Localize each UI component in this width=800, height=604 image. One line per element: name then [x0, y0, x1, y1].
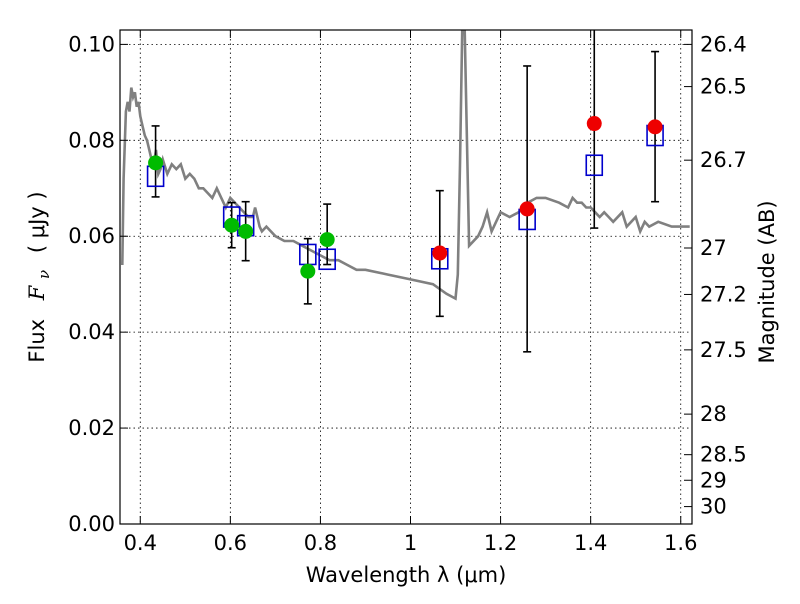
- right-tick-label: 28.5: [700, 443, 747, 467]
- x-tick-label: 1: [404, 531, 417, 555]
- y-axis-title-prefix: Flux: [25, 319, 49, 363]
- x-tick-label: 1.4: [574, 531, 607, 555]
- right-tick-label: 30: [700, 495, 727, 519]
- observed-flux-point: [224, 217, 240, 233]
- y-tick-label: 0.00: [68, 512, 115, 536]
- observed-flux-point: [148, 155, 164, 171]
- x-axis-title: Wavelength λ (μm): [306, 563, 507, 587]
- y-tick-label: 0.06: [68, 224, 115, 248]
- observed-flux-point: [319, 232, 335, 248]
- x-tick-label: 1.6: [664, 531, 697, 555]
- right-tick-label: 27.2: [700, 282, 747, 306]
- plot-frame: [119, 29, 693, 525]
- ticks: [120, 30, 692, 525]
- grid: [120, 30, 692, 524]
- model-spectrum: [121, 30, 690, 301]
- y-tick-label: 0.04: [68, 320, 115, 344]
- observed-flux-point: [300, 263, 316, 279]
- model-spectrum-line: [121, 30, 690, 301]
- observed-flux-point: [238, 223, 254, 239]
- model-photometry-square: [318, 248, 336, 271]
- y-axis-title-symbol: F: [25, 284, 49, 301]
- right-tick-label: 26.5: [700, 75, 747, 99]
- right-tick-label: 27.5: [700, 338, 747, 362]
- model-photometry-square: [585, 154, 604, 177]
- right-tick-label: 26.4: [700, 32, 747, 56]
- error-bars: [151, 30, 660, 353]
- y-tick-label: 0.08: [68, 128, 115, 152]
- x-tick-label: 0.6: [214, 531, 247, 555]
- right-tick-label: 29: [700, 468, 727, 492]
- data-points: [146, 116, 664, 279]
- y-axis-title-unit: ( μJy ): [25, 191, 49, 253]
- tick-labels: 0.4 0.6 0.8 1 1.2 1.4 1.6 0.00 0.02 0.04 0.06 0.08 0…: [68, 32, 747, 555]
- right-axis-title: Magnitude (AB): [755, 200, 779, 363]
- x-tick-label: 1.2: [484, 531, 517, 555]
- observed-flux-point: [647, 119, 663, 135]
- y-tick-label: 0.10: [68, 32, 115, 56]
- right-tick-label: 26.7: [700, 148, 747, 172]
- observed-flux-point: [586, 116, 602, 132]
- observed-flux-point: [519, 201, 535, 217]
- y-axis-title: Flux F ν ( μJy ): [25, 191, 54, 362]
- x-tick-label: 0.8: [304, 531, 337, 555]
- right-tick-label: 28: [700, 402, 727, 426]
- y-tick-label: 0.02: [68, 416, 115, 440]
- right-tick-label: 27: [700, 236, 727, 260]
- x-tick-label: 0.4: [124, 531, 157, 555]
- y-axis-title-subscript: ν: [35, 270, 53, 279]
- observed-flux-point: [432, 245, 448, 261]
